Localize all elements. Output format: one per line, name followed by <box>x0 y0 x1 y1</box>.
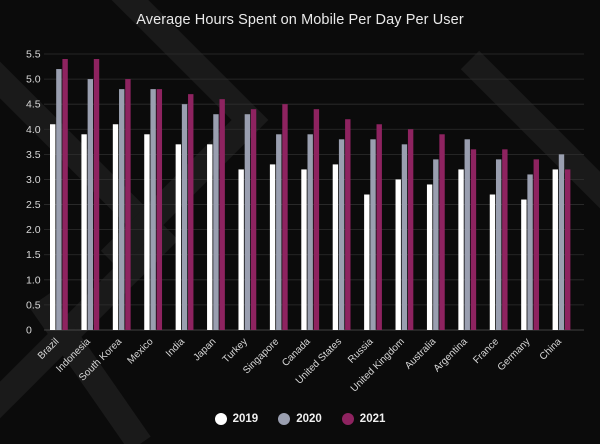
bar-2021[interactable] <box>93 59 100 330</box>
bar-2020[interactable] <box>558 154 565 330</box>
bar-2020[interactable] <box>276 134 282 330</box>
y-tick-label: 2.0 <box>26 224 41 236</box>
x-tick-label: Turkey <box>221 336 250 365</box>
x-tick-label: Mexico <box>125 336 155 366</box>
bar-2021[interactable] <box>345 119 351 331</box>
y-tick-label: 5.5 <box>26 49 41 61</box>
y-tick-label: 4.0 <box>26 124 41 136</box>
bar-2021[interactable] <box>439 134 445 330</box>
bar-2021[interactable] <box>564 169 571 330</box>
bar-2019[interactable] <box>269 164 276 330</box>
y-axis-ticks: 0 0.5 1.0 1.5 2.0 2.5 3.0 3.5 4.0 4.5 5.0 5.5 <box>26 49 41 337</box>
bar-2021[interactable] <box>282 104 288 330</box>
chart-title: Average Hours Spent on Mobile Per Day Pe… <box>136 12 464 28</box>
bar-2021[interactable] <box>62 59 68 330</box>
y-tick-label: 3.5 <box>26 149 41 161</box>
x-tick-label: Russia <box>346 336 376 366</box>
bar-2020[interactable] <box>87 79 94 330</box>
x-tick-label: China <box>538 336 565 363</box>
bar-2019[interactable] <box>552 169 558 330</box>
bar-2020[interactable] <box>119 89 125 330</box>
bar-2021[interactable] <box>250 109 257 330</box>
x-tick-label: Germany <box>496 336 533 373</box>
legend-item-2020[interactable]: 2020 <box>278 413 322 425</box>
bar-2021[interactable] <box>313 109 320 330</box>
bar-2020[interactable] <box>401 144 408 330</box>
bar-2020[interactable] <box>56 69 62 331</box>
bar-2019[interactable] <box>364 194 370 330</box>
bar-2020[interactable] <box>464 139 470 330</box>
bar-2021[interactable] <box>156 89 163 330</box>
bar-2020[interactable] <box>244 114 251 330</box>
bars <box>50 59 571 331</box>
bar-2019[interactable] <box>332 164 339 330</box>
bar-2021[interactable] <box>219 99 225 330</box>
bar-2020[interactable] <box>338 139 345 330</box>
bar-2020[interactable] <box>213 114 219 330</box>
bar-2019[interactable] <box>395 179 401 330</box>
bar-2019[interactable] <box>112 124 119 330</box>
bar-2021[interactable] <box>502 149 508 330</box>
y-tick-label: 1.5 <box>26 249 41 261</box>
bar-2021[interactable] <box>470 149 477 330</box>
bar-2020[interactable] <box>527 174 533 330</box>
bar-2019[interactable] <box>50 124 56 330</box>
legend-swatch-icon <box>214 413 227 425</box>
bar-2019[interactable] <box>301 169 307 330</box>
bar-2021[interactable] <box>533 159 539 330</box>
bar-2019[interactable] <box>426 184 433 330</box>
legend-swatch-icon <box>278 413 291 425</box>
legend-item-2019[interactable]: 2019 <box>214 413 259 425</box>
y-tick-label: 2.5 <box>26 199 41 211</box>
bar-2019[interactable] <box>207 144 213 330</box>
bar-2019[interactable] <box>521 199 527 330</box>
legend-swatch-icon <box>341 413 354 425</box>
x-tick-label: India <box>164 336 187 359</box>
x-tick-label: Brazil <box>36 336 61 361</box>
bar-2019[interactable] <box>489 194 496 330</box>
legend-label: 2021 <box>359 413 386 425</box>
x-tick-label: Japan <box>191 336 218 363</box>
bar-2020[interactable] <box>307 134 313 330</box>
bar-2019[interactable] <box>81 134 87 330</box>
legend-label: 2020 <box>296 413 322 425</box>
y-tick-label: 0.5 <box>26 299 41 311</box>
y-tick-label: 0 <box>26 325 32 337</box>
bar-2020[interactable] <box>433 159 439 330</box>
legend-item-2021[interactable]: 2021 <box>341 413 386 425</box>
bar-2019[interactable] <box>238 169 244 330</box>
y-tick-label: 4.5 <box>26 99 41 111</box>
x-tick-label: France <box>471 336 501 366</box>
bar-2020[interactable] <box>150 89 156 330</box>
bar-2020[interactable] <box>181 104 188 330</box>
x-tick-label: United Kingdom <box>349 336 407 394</box>
bar-2019[interactable] <box>458 169 464 330</box>
bar-2019[interactable] <box>144 134 150 330</box>
bar-2021[interactable] <box>125 79 131 330</box>
y-tick-label: 5.0 <box>26 74 41 86</box>
bar-2019[interactable] <box>175 144 182 330</box>
legend: 2019 2020 2021 <box>0 413 600 425</box>
bar-2021[interactable] <box>188 94 194 331</box>
y-tick-label: 1.0 <box>26 274 41 286</box>
legend-label: 2019 <box>232 413 259 425</box>
bar-2020[interactable] <box>495 159 502 330</box>
bar-2021[interactable] <box>376 124 382 330</box>
bar-2020[interactable] <box>370 139 376 330</box>
bar-2021[interactable] <box>407 129 414 330</box>
y-tick-label: 3.0 <box>26 174 41 186</box>
x-tick-label: Argentina <box>432 336 470 374</box>
